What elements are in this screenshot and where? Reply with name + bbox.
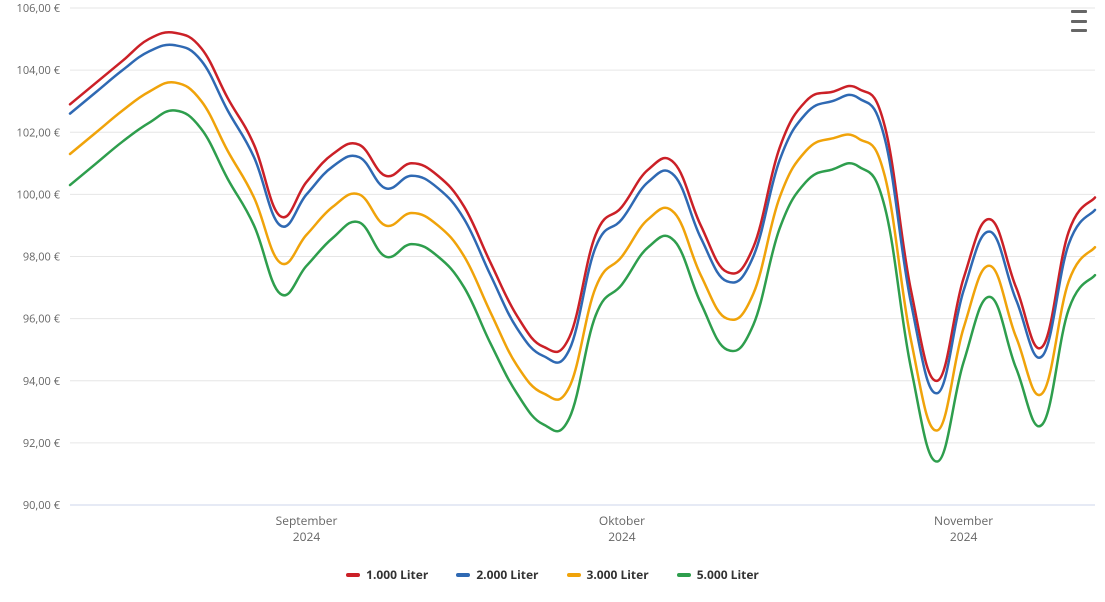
x-tick-sublabel: 2024 — [608, 528, 636, 545]
legend-label: 1.000 Liter — [366, 566, 428, 583]
legend-item[interactable]: 2.000 Liter — [456, 566, 538, 583]
legend-label: 2.000 Liter — [476, 566, 538, 583]
y-tick-label: 94,00 € — [23, 374, 61, 389]
chart-canvas: 90,00 € 92,00 € 94,00 € 96,00 € 98,00 € 100,0… — [0, 0, 1105, 602]
series-line[interactable] — [70, 32, 1095, 381]
legend-swatch — [567, 573, 581, 577]
x-tick-sublabel: 2024 — [950, 528, 978, 545]
y-tick-label: 98,00 € — [23, 250, 61, 265]
legend-item[interactable]: 3.000 Liter — [567, 566, 649, 583]
legend-label: 5.000 Liter — [697, 566, 759, 583]
price-chart: 90,00 € 92,00 € 94,00 € 96,00 € 98,00 € 100,0… — [0, 0, 1105, 602]
y-tick-label: 92,00 € — [23, 436, 61, 451]
y-tick-label: 106,00 € — [17, 1, 61, 16]
hamburger-icon — [1071, 10, 1087, 13]
legend-swatch — [456, 573, 470, 577]
chart-menu-button[interactable] — [1067, 8, 1091, 34]
legend-item[interactable]: 5.000 Liter — [677, 566, 759, 583]
y-tick-label: 96,00 € — [23, 312, 61, 327]
y-tick-label: 100,00 € — [17, 187, 61, 202]
legend-swatch — [677, 573, 691, 577]
y-tick-label: 104,00 € — [17, 63, 61, 78]
chart-legend: 1.000 Liter 2.000 Liter 3.000 Liter 5.000 L… — [0, 566, 1105, 583]
legend-label: 3.000 Liter — [587, 566, 649, 583]
y-tick-label: 102,00 € — [17, 125, 61, 140]
x-tick-label: September — [276, 512, 338, 529]
legend-swatch — [346, 573, 360, 577]
x-tick-label: Oktober — [599, 512, 645, 529]
y-tick-label: 90,00 € — [23, 498, 61, 513]
x-tick-sublabel: 2024 — [293, 528, 321, 545]
legend-item[interactable]: 1.000 Liter — [346, 566, 428, 583]
x-tick-label: November — [934, 512, 993, 529]
